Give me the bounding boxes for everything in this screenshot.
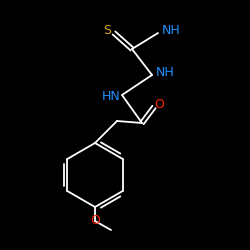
Text: O: O xyxy=(154,98,164,110)
Text: O: O xyxy=(90,214,100,228)
Text: NH: NH xyxy=(162,24,180,38)
Text: HN: HN xyxy=(102,90,120,104)
Text: S: S xyxy=(103,24,111,36)
Text: NH: NH xyxy=(156,66,174,80)
